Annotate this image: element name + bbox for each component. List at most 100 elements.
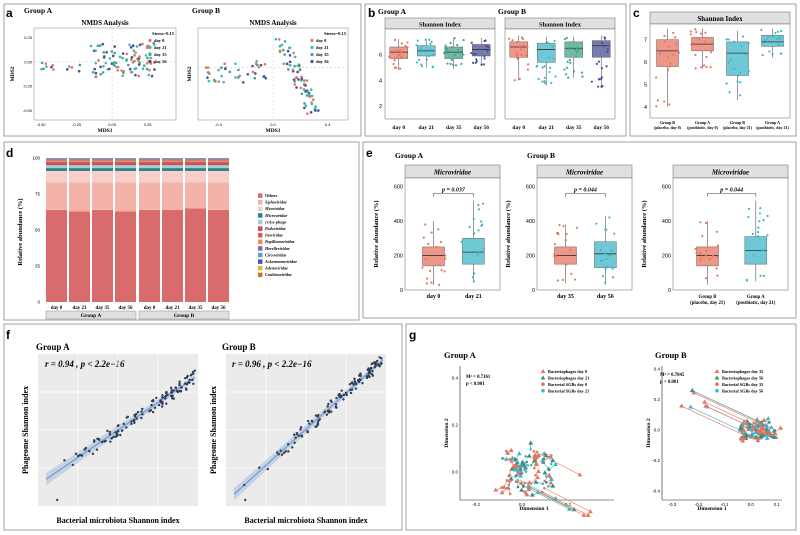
a-scatter-point <box>207 79 211 83</box>
b-group-a-label: Group A <box>378 7 407 16</box>
g-circle-marker <box>526 464 530 467</box>
a-xtick-label: -0.25 <box>72 122 82 127</box>
f-scatter-point <box>161 394 164 397</box>
b-1-1-jitter-point <box>548 70 551 74</box>
e-1-0-jitter-point <box>553 243 557 246</box>
d-legend-swatch <box>258 246 263 251</box>
c-3-jitter-point <box>779 37 782 40</box>
c-2-jitter-point <box>727 38 730 41</box>
a-scatter-point <box>306 112 309 115</box>
d-stack-segment <box>115 170 136 183</box>
a-scatter-point <box>125 52 129 56</box>
a-scatter-point <box>302 88 306 91</box>
g-circle-marker <box>547 468 551 472</box>
e-1-0-jitter-point <box>565 263 568 266</box>
d-legend-swatch <box>258 233 263 238</box>
d-stack-segment <box>162 168 183 171</box>
a-scatter-point <box>256 63 259 67</box>
g-circle-marker <box>754 436 758 439</box>
e-0-1-jitter-point <box>482 202 485 205</box>
f-scatter-point <box>98 438 101 442</box>
d-legend-swatch <box>258 266 263 271</box>
g-procrustes-arrow <box>692 390 758 422</box>
a-scatter-point <box>120 69 123 72</box>
f-scatter-point <box>133 415 137 418</box>
e-1-1-jitter-point <box>606 265 609 268</box>
f-xlabel-a: Bacterial microbiota Shannon index <box>56 516 179 525</box>
f-scatter-point <box>258 466 261 469</box>
d-stack-segment <box>162 159 183 161</box>
g-triangle-marker <box>581 512 587 517</box>
b-1-2-jitter-point <box>567 76 570 79</box>
b-1-1-jitter-point <box>551 45 554 48</box>
g-procrustes-arrow <box>533 451 580 476</box>
f-scatter-point <box>88 449 91 453</box>
f-scatter-point <box>135 417 138 420</box>
a-scatter-point <box>255 59 258 63</box>
g-procrustes-arrow <box>693 392 760 424</box>
f-scatter-point <box>325 413 329 416</box>
c-2-box <box>726 41 749 76</box>
b-0-0-jitter-point <box>400 55 403 58</box>
b-1-2-jitter-point <box>563 38 567 41</box>
f-scatter-point <box>342 398 345 401</box>
c-2-jitter-point <box>739 71 742 74</box>
f-scatter-point <box>282 451 286 455</box>
a-scatter-point <box>285 62 289 66</box>
g-circle-marker <box>542 451 546 455</box>
f-scatter-point <box>56 498 59 502</box>
g-circle-marker <box>741 433 745 436</box>
a-scatter-point <box>102 51 106 54</box>
e-0-0-jitter-point <box>422 236 425 239</box>
d-legend-label: Papillomaviridae <box>265 239 295 244</box>
d-legend-swatch <box>258 219 263 225</box>
c-1-jitter-point <box>704 31 707 34</box>
b-1-2-box <box>564 41 583 58</box>
b-ytick-label: 6 <box>379 53 382 59</box>
g-procrustes-arrow <box>537 491 584 516</box>
e-title: Microviridae <box>711 169 749 177</box>
b-0-2-jitter-point <box>453 53 456 57</box>
b-1-0-jitter-point <box>511 39 514 42</box>
c-0-jitter-point <box>659 52 662 55</box>
e-xtick-label: Group A <box>747 295 765 300</box>
d-stack-segment <box>162 160 183 162</box>
g-circle-marker <box>537 453 540 457</box>
b-1-0-jitter-point <box>516 57 519 60</box>
f-scatter-point <box>276 451 279 454</box>
e-1-0-jitter-point <box>553 253 556 256</box>
f-scatter-point <box>299 426 303 429</box>
d-stack-segment <box>139 168 160 171</box>
b-1-3-jitter-point <box>605 65 608 68</box>
e-ytick-label: 600 <box>662 185 671 191</box>
f-scatter-point <box>133 421 136 424</box>
e-2-1-jitter-point <box>758 220 761 223</box>
f-scatter-point <box>179 390 182 393</box>
c-2-jitter-point <box>739 94 742 97</box>
panel-b-frame <box>364 3 627 137</box>
c-xtick-label: Group A <box>695 120 710 125</box>
a-scatter-point <box>246 72 250 76</box>
f-scatter-point <box>178 380 181 383</box>
b-1-2-jitter-point <box>565 36 568 40</box>
c-3-jitter-point <box>771 35 774 38</box>
d-legend-swatch <box>258 213 263 218</box>
e-2-1-jitter-point <box>759 207 762 210</box>
g-circle-marker <box>519 468 522 471</box>
a-scatter-point <box>291 68 295 71</box>
f-scatter-point <box>310 420 314 423</box>
panel-letter-g: g <box>409 328 416 342</box>
g-circle-marker <box>508 474 511 477</box>
a-scatter-point <box>259 63 263 67</box>
f-scatter-point <box>344 391 348 395</box>
e-2-0-jitter-point <box>716 274 719 277</box>
e-0-0-jitter-point <box>437 228 440 231</box>
a-scatter-point <box>51 64 55 67</box>
e-2-0-jitter-point <box>711 254 714 258</box>
c-3-box <box>761 34 784 47</box>
g-legend-label: Bacterial SGBs day 56 <box>722 389 764 394</box>
d-stack-segment <box>162 163 183 166</box>
e-0-0-jitter-point <box>427 242 430 245</box>
f-scatter-point <box>119 433 122 437</box>
b-0-3-jitter-point <box>470 41 473 44</box>
